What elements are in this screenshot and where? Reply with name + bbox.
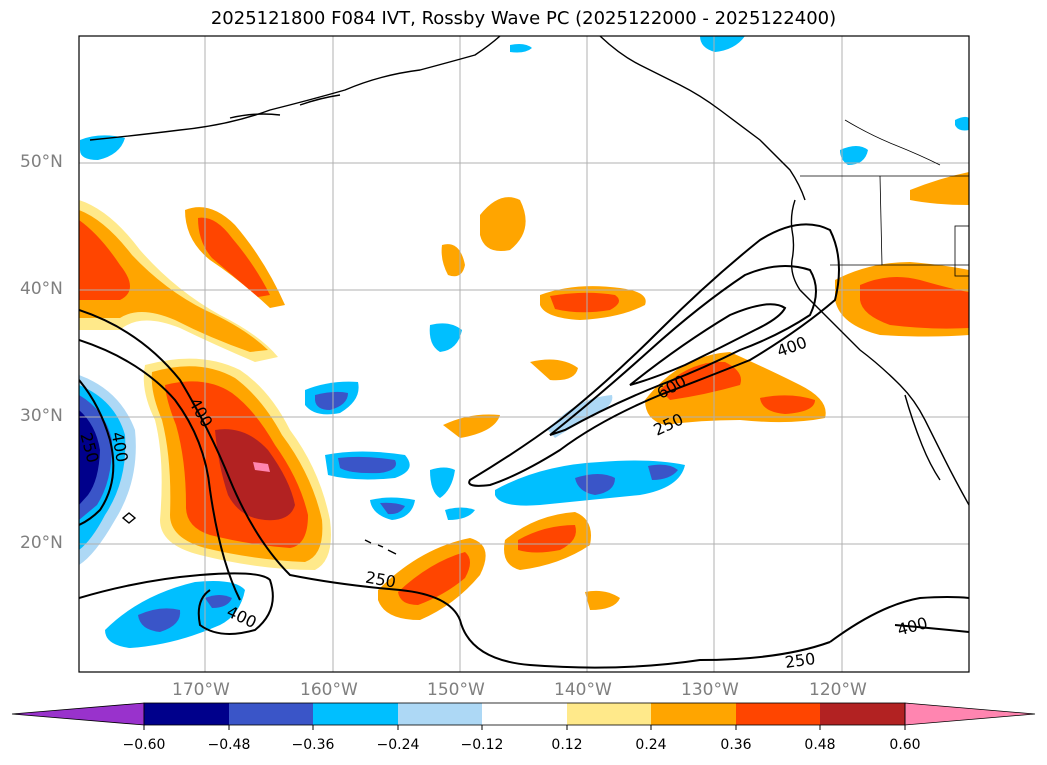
- contour-400-cut: [79, 379, 115, 526]
- pos-anomaly-ne: [910, 172, 969, 205]
- lon-label: 130°W: [681, 680, 739, 700]
- anomaly-fills: [79, 36, 969, 648]
- neg-anomaly-n: [700, 36, 745, 52]
- neg-anomaly-sw: [205, 595, 232, 608]
- contour-400-se: [894, 624, 969, 633]
- colorbar-tick-label: 0.36: [720, 737, 752, 753]
- contour-250-west: [79, 309, 831, 669]
- lon-label: 140°W: [554, 680, 612, 700]
- chart-title: 2025121800 F084 IVT, Rossby Wave PC (202…: [210, 8, 837, 29]
- pos-anomaly-east: [760, 395, 815, 414]
- colorbar-tick-label: −0.48: [207, 737, 251, 753]
- baja-coast: [904, 394, 941, 481]
- lon-label: 120°W: [809, 680, 867, 700]
- colorbar-tick-label: −0.36: [291, 737, 335, 753]
- neg-anomaly-n: [955, 116, 969, 131]
- lon-label: 150°W: [427, 680, 485, 700]
- neg-anomaly-sub: [575, 474, 615, 495]
- colorbar-bin: [482, 703, 567, 725]
- pos-anomaly-mid: [480, 197, 526, 251]
- colorbar-bin: [144, 703, 229, 725]
- pos-anomaly-nw: [79, 220, 130, 300]
- lat-label: 30°N: [20, 406, 63, 426]
- neg-anomaly: [429, 323, 462, 352]
- colorbar-bin: [567, 703, 651, 725]
- pos-anomaly-mid: [530, 359, 578, 381]
- contour-250-se: [829, 596, 969, 643]
- colorbar-tick-label: 0.24: [635, 737, 667, 753]
- graticule: [79, 36, 969, 672]
- contour-label: 250: [784, 649, 817, 672]
- pos-anomaly-mid: [550, 292, 619, 313]
- contour-400-west: [79, 339, 241, 601]
- colorbar-bin: [820, 703, 905, 725]
- pos-anomaly-south: [518, 525, 576, 553]
- colorbar-tick-label: 0.48: [804, 737, 836, 753]
- pos-anomaly-mid: [441, 244, 465, 277]
- neg-anomaly-n: [840, 146, 868, 165]
- contour-400-sw: [79, 572, 274, 635]
- colorbar-over: [904, 702, 1036, 726]
- contour-600-ar: [629, 303, 787, 386]
- alaska-coast: [229, 94, 341, 119]
- colorbar-tick-label: 0.60: [889, 737, 921, 753]
- lat-label: 40°N: [20, 279, 63, 299]
- colorbar-frame: [143, 702, 906, 726]
- neg-anomaly-sub: [648, 464, 678, 480]
- colorbar-bin: [736, 703, 820, 725]
- colorbar-tick-label: −0.12: [460, 737, 504, 753]
- neg-anomaly: [338, 456, 396, 474]
- colorbar-bin: [398, 703, 482, 725]
- coastlines: [89, 36, 969, 555]
- neg-anomaly-n: [80, 135, 125, 160]
- contour-400-ar: [549, 265, 817, 436]
- lat-label: 50°N: [20, 152, 63, 172]
- colorbar-bin: [229, 703, 313, 725]
- contour-label: 400: [224, 602, 260, 632]
- island: [121, 512, 137, 524]
- neg-anomaly: [315, 391, 348, 410]
- pos-anomaly-central: [215, 429, 295, 521]
- lat-label: 20°N: [20, 533, 63, 553]
- plot-frame: [78, 35, 970, 673]
- pos-anomaly-mid: [443, 414, 500, 438]
- pos-anomaly-central: [253, 462, 270, 472]
- alaska-coast: [89, 36, 501, 141]
- lon-label: 160°W: [300, 680, 358, 700]
- colorbar-bin: [651, 703, 736, 725]
- na-coast: [790, 199, 969, 506]
- borders: [800, 119, 969, 277]
- colorbar-tick-label: 0.12: [551, 737, 583, 753]
- alaska-coast: [599, 36, 806, 201]
- neg-anomaly-sw: [138, 608, 181, 632]
- colorbar-tick-label: −0.24: [376, 737, 420, 753]
- contour-label: 400: [895, 613, 929, 639]
- contour-label: 400: [774, 333, 809, 361]
- lon-label: 170°W: [172, 680, 230, 700]
- pos-anomaly-nw: [79, 200, 278, 362]
- neg-anomaly: [430, 467, 455, 498]
- neg-anomaly-n: [510, 44, 532, 53]
- colorbar-bin: [313, 703, 398, 725]
- hawaii-islands: [364, 539, 397, 555]
- pos-anomaly-south: [585, 590, 620, 610]
- colorbar-tick-label: −0.60: [122, 737, 166, 753]
- contour-250-ar: [468, 223, 840, 487]
- pos-anomaly-nw2: [198, 217, 270, 297]
- colorbar: [11, 702, 1036, 730]
- ivt-contours: [79, 223, 969, 669]
- neg-anomaly: [380, 502, 405, 515]
- neg-anomaly-west: [79, 410, 100, 505]
- colorbar-under: [11, 702, 145, 726]
